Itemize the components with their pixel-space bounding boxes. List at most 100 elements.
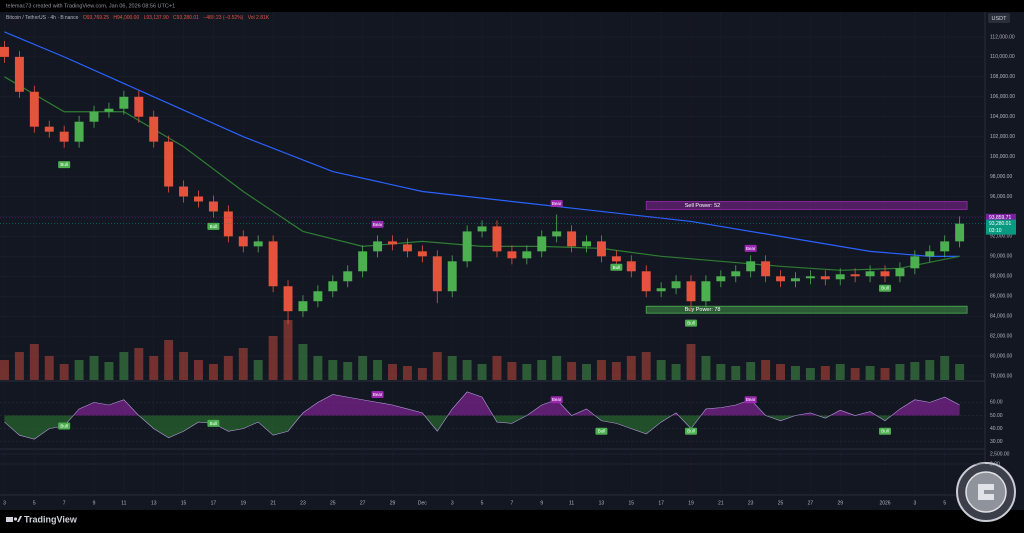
y-tick-label: 90,000.00	[990, 254, 1012, 260]
candle-body	[895, 268, 905, 277]
signal-label: Bull	[210, 224, 218, 229]
candle-body	[74, 121, 84, 142]
x-tick-label: 25	[778, 500, 784, 506]
volume-bar	[701, 356, 711, 380]
zone-label: Sell Power: 52	[685, 203, 720, 209]
signal-label: Bull	[881, 429, 889, 434]
volume-bar	[149, 356, 159, 380]
volume-bar	[432, 352, 442, 380]
volume-bar	[790, 366, 800, 380]
candle-body	[0, 46, 9, 57]
price-label-box	[986, 213, 1016, 222]
volume-bar	[208, 364, 218, 380]
x-tick-label: 27	[360, 500, 366, 506]
y-tick-label: 84,000.00	[990, 314, 1012, 320]
legend-text: Bitcoin / TetherUS · 4h · Binance O93,76…	[6, 15, 270, 21]
x-tick-label: 23	[300, 500, 306, 506]
x-tick-label: 15	[629, 500, 635, 506]
candle-body	[447, 261, 457, 292]
volume-bar	[223, 356, 233, 380]
candle-body	[164, 141, 174, 187]
volume-bar	[313, 356, 323, 380]
candle-body	[179, 186, 189, 197]
candle-body	[552, 231, 562, 237]
volume-bar	[402, 366, 412, 380]
signal-label: Bear	[373, 222, 383, 227]
signal-box	[684, 319, 697, 327]
candle-body	[805, 276, 815, 279]
volume-bar	[104, 362, 114, 380]
x-tick-label: 13	[151, 500, 157, 506]
macd-tick-label: 2,500.00	[990, 451, 1010, 457]
signal-label: Bear	[373, 392, 383, 397]
candle-body	[790, 278, 800, 282]
zone	[645, 201, 968, 210]
candle-body	[701, 281, 711, 302]
rsi-tick-label: 60.00	[990, 400, 1003, 406]
x-tick-label: 5	[481, 500, 484, 506]
candle-body	[537, 236, 547, 252]
volume-bar	[582, 364, 591, 380]
signal-box	[879, 284, 892, 292]
volume-bar	[925, 360, 935, 380]
volume-bar	[850, 368, 860, 380]
volume-bar	[298, 344, 308, 380]
candle-body	[820, 276, 830, 280]
logo-mark	[6, 517, 13, 522]
signal-label: Bull	[598, 429, 606, 434]
candle-body	[223, 211, 233, 237]
candle-body	[656, 288, 666, 292]
candle-body	[761, 261, 771, 277]
y-tick-label: 86,000.00	[990, 294, 1012, 300]
x-tick-label: Dec	[418, 500, 427, 506]
volume-bar	[164, 340, 174, 380]
logo-mark	[17, 516, 22, 522]
legend-open: O93,769.25	[83, 15, 109, 21]
candle-body	[925, 251, 935, 257]
badge-inner	[965, 471, 1007, 513]
y-tick-label: 78,000.00	[990, 373, 1012, 379]
x-tick-label: 19	[688, 500, 694, 506]
footer-brand: TradingView	[24, 514, 78, 524]
volume-bar	[567, 362, 577, 380]
candle-body	[567, 231, 577, 247]
x-tick-label: 23	[748, 500, 754, 506]
candle-body	[44, 126, 54, 132]
y-tick-label: 104,000.00	[990, 114, 1015, 120]
candle-body	[328, 281, 338, 292]
volume-bar	[283, 320, 293, 380]
signal-label: Bull	[687, 429, 695, 434]
volume-bar	[44, 356, 54, 380]
signal-label: Bear	[552, 201, 562, 206]
legend-low: L93,137.90	[144, 15, 169, 21]
candle-body	[253, 241, 263, 247]
candle-body	[89, 111, 99, 122]
candle-body	[59, 131, 69, 142]
x-tick-label: 19	[240, 500, 246, 506]
volume-bar	[134, 348, 144, 380]
volume-bar	[358, 356, 368, 380]
candle-body	[582, 241, 591, 247]
volume-bar	[686, 344, 696, 380]
y-tick-label: 80,000.00	[990, 353, 1012, 359]
macd-tick-label: 0.00	[990, 461, 1000, 467]
currency: USDT	[992, 16, 1008, 22]
footer-bar	[0, 510, 1024, 533]
zone	[645, 305, 968, 314]
x-tick-label: 2026	[879, 500, 890, 506]
volume-bar	[731, 366, 741, 380]
volume-bar	[776, 364, 786, 380]
volume-bar	[940, 356, 950, 380]
candle-body	[417, 251, 427, 257]
candle-body	[940, 241, 950, 252]
volume-bar	[880, 368, 890, 380]
candle-body	[955, 223, 965, 242]
volume-bar	[895, 364, 905, 380]
y-tick-label: 100,000.00	[990, 154, 1015, 160]
volume-bar	[417, 368, 427, 380]
x-tick-label: 25	[330, 500, 336, 506]
candle-body	[298, 301, 308, 312]
volume-bar	[89, 356, 99, 380]
candle-body	[388, 241, 397, 245]
volume-bar	[910, 362, 920, 380]
